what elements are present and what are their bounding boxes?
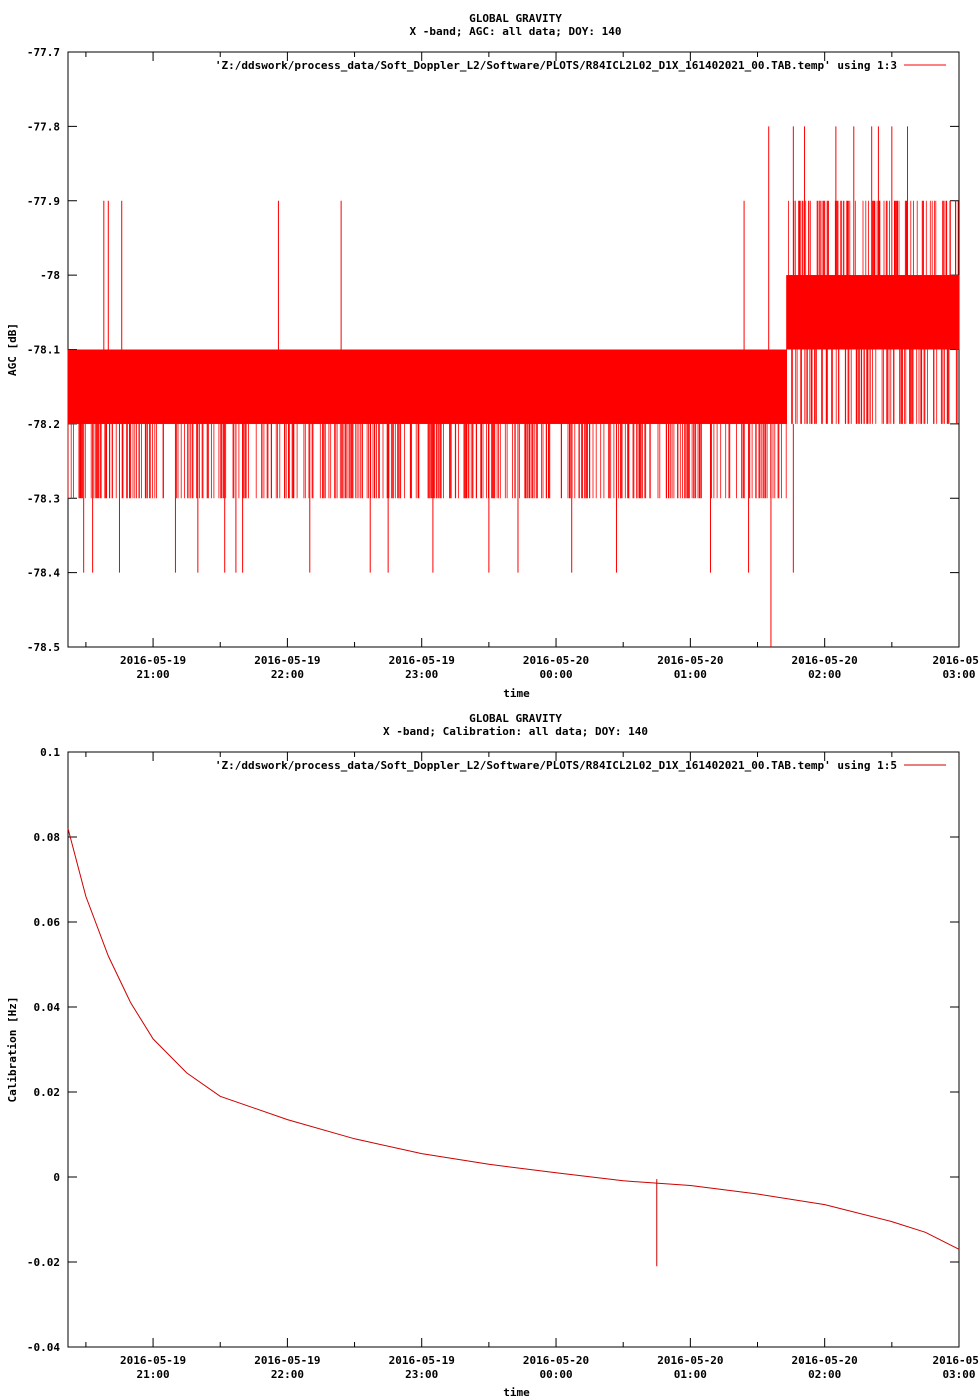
plot-frame — [67, 751, 960, 1348]
x-tick-time: 21:00 — [137, 668, 170, 681]
x-tick-time: 22:00 — [271, 1368, 304, 1381]
legend-label: 'Z:/ddswork/process_data/Soft_Doppler_L2… — [215, 759, 897, 772]
x-tick-time: 03:00 — [942, 1368, 975, 1381]
y-tick-label: -77.9 — [27, 195, 60, 208]
y-tick-label: -78.3 — [27, 492, 60, 505]
x-tick-time: 21:00 — [137, 1368, 170, 1381]
y-tick-label: -78.4 — [27, 567, 60, 580]
x-axis: 2016-05-1921:002016-05-1922:002016-05-19… — [85, 52, 980, 681]
y-axis-label: AGC [dB] — [6, 323, 19, 376]
x-axis-label: time — [503, 1386, 530, 1399]
agc-jitter — [786, 200, 960, 424]
y-tick-label: 0.02 — [34, 1086, 61, 1099]
x-tick-time: 00:00 — [539, 1368, 572, 1381]
y-tick-label: -78.1 — [27, 344, 60, 357]
x-tick-time: 02:00 — [808, 668, 841, 681]
x-tick-date: 2016-05-20 — [792, 1354, 858, 1367]
chart-subtitle: X -band; AGC: all data; DOY: 140 — [410, 25, 622, 38]
legend-label: 'Z:/ddswork/process_data/Soft_Doppler_L2… — [215, 59, 897, 72]
x-tick-date: 2016-05-19 — [389, 1354, 455, 1367]
x-tick-time: 02:00 — [808, 1368, 841, 1381]
y-axis: -77.7 -77.8 -77.9 -78 -78.1 -78.2 -78.3 -78.4 -7… — [27, 46, 959, 654]
calibration-curve — [67, 828, 960, 1250]
y-tick-label: -78.5 — [27, 641, 60, 654]
x-tick-time: 03:00 — [942, 668, 975, 681]
y-tick-label: 0.04 — [34, 1001, 61, 1014]
x-tick-date: 2016-05-20 — [792, 654, 858, 667]
x-tick-time: 23:00 — [405, 1368, 438, 1381]
x-tick-date: 2016-05-20 — [657, 654, 723, 667]
x-tick-date: 2016-05-19 — [254, 654, 320, 667]
x-tick-date: 2016-05-19 — [120, 654, 186, 667]
agc-jitter — [67, 349, 787, 499]
x-tick-time: 01:00 — [674, 1368, 707, 1381]
x-tick-time: 00:00 — [539, 668, 572, 681]
y-tick-label: 0 — [53, 1171, 60, 1184]
y-tick-label: 0.06 — [34, 916, 61, 929]
x-tick-date: 2016-05-19 — [254, 1354, 320, 1367]
x-tick-time: 22:00 — [271, 668, 304, 681]
y-tick-label: -78.2 — [27, 418, 60, 431]
legend: 'Z:/ddswork/process_data/Soft_Doppler_L2… — [215, 59, 946, 72]
x-tick-date: 2016-05-20 — [523, 654, 589, 667]
y-tick-label: 0.1 — [40, 746, 60, 759]
x-tick-date: 2016-05-20 — [657, 1354, 723, 1367]
x-tick-date: 2016-05-20 — [523, 1354, 589, 1367]
x-tick-time: 01:00 — [674, 668, 707, 681]
series-line — [67, 828, 960, 1267]
chart-subtitle: X -band; Calibration: all data; DOY: 140 — [383, 725, 648, 738]
x-axis: 2016-05-1921:002016-05-1922:002016-05-19… — [85, 752, 980, 1381]
y-tick-label: -78 — [40, 269, 60, 282]
y-tick-label: -77.7 — [27, 46, 60, 59]
y-tick-label: 0.08 — [34, 831, 61, 844]
x-tick-date: 2016-05-19 — [120, 1354, 186, 1367]
x-tick-date: 2016-05-19 — [389, 654, 455, 667]
y-tick-label: -0.02 — [27, 1256, 60, 1269]
x-axis-label: time — [503, 687, 530, 700]
series-line — [67, 126, 960, 647]
x-tick-date: 2016-05- — [933, 1354, 980, 1367]
y-tick-label: -0.04 — [27, 1341, 60, 1354]
chart-title: GLOBAL GRAVITY — [469, 12, 562, 25]
y-axis: 0.1 0.08 0.06 0.04 0.02 0 -0.02 -0.04 — [27, 746, 959, 1354]
x-tick-date: 2016-05- — [933, 654, 980, 667]
chart-title: GLOBAL GRAVITY — [469, 712, 562, 725]
y-axis-label: Calibration [Hz] — [6, 997, 19, 1103]
x-tick-time: 23:00 — [405, 668, 438, 681]
y-tick-label: -77.8 — [27, 120, 60, 133]
legend: 'Z:/ddswork/process_data/Soft_Doppler_L2… — [215, 759, 946, 772]
